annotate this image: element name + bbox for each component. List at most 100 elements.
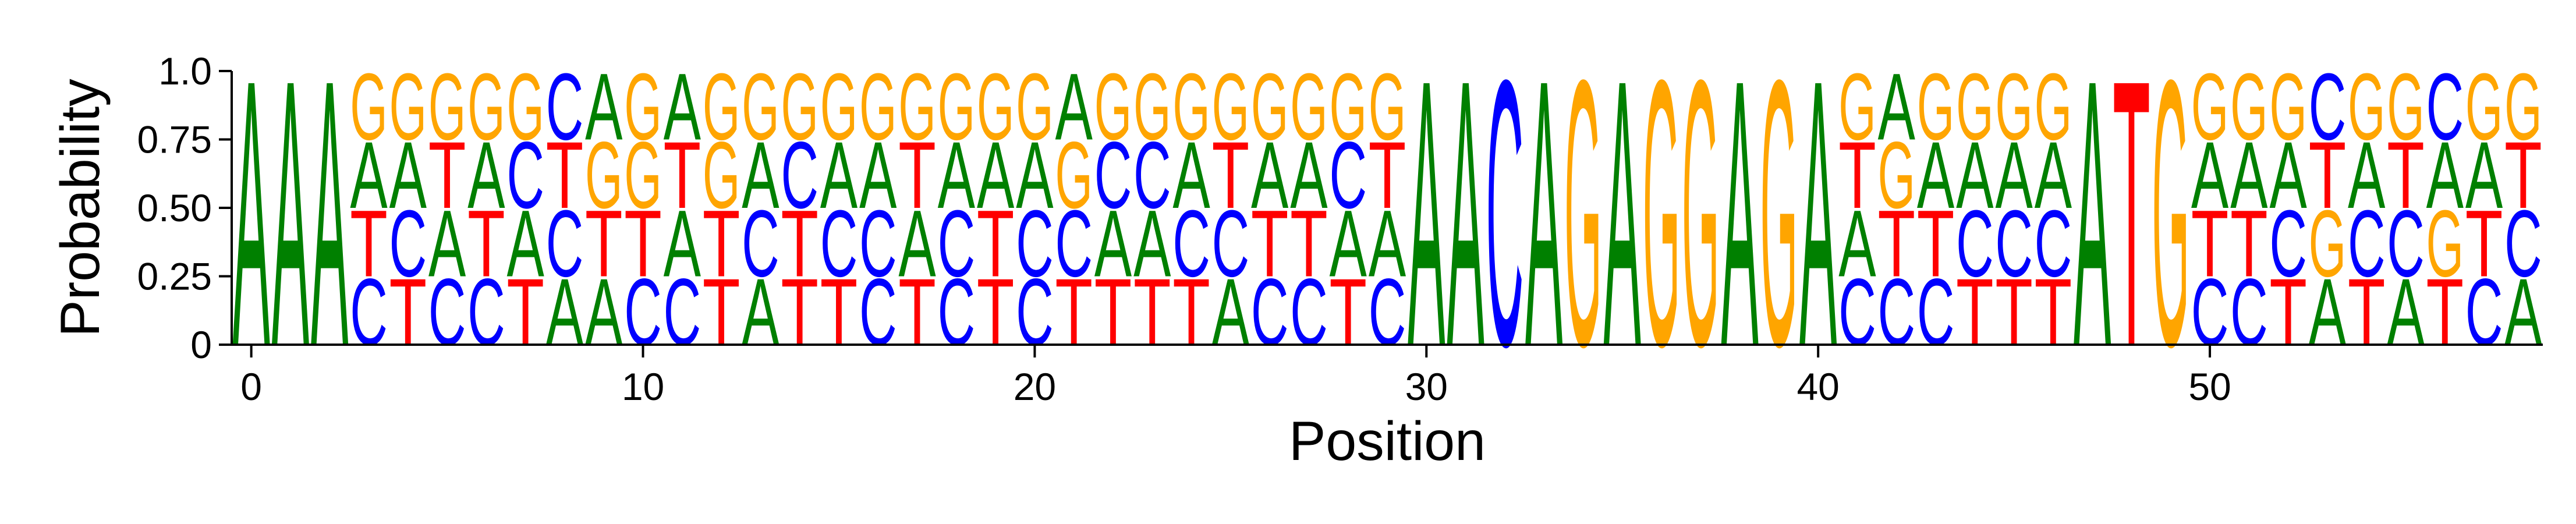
letter-G-pos-22: G xyxy=(1094,54,1132,160)
letter-A-pos-46: A xyxy=(2035,123,2072,228)
letter-T-pos-3: T xyxy=(350,192,388,298)
letter-T-pos-43: T xyxy=(1917,192,1955,298)
letter-T-pos-21: T xyxy=(1055,260,1093,366)
letter-C-pos-15: C xyxy=(820,190,858,296)
x-axis-title: Position xyxy=(1289,410,1486,472)
letter-A-pos-50: A xyxy=(2191,123,2229,228)
letter-T-pos-17: T xyxy=(898,260,936,366)
x-tick-label: 40 xyxy=(1797,365,1839,408)
letter-A-pos-25: A xyxy=(1212,260,1250,365)
x-tick-label: 20 xyxy=(1014,365,1056,408)
letter-G-pos-17: G xyxy=(898,54,936,160)
letter-C-pos-4: C xyxy=(389,190,427,296)
letter-G-pos-12: G xyxy=(703,54,740,160)
letter-A-pos-18: A xyxy=(938,123,976,228)
letter-G-pos-26: G xyxy=(1251,54,1289,160)
letter-G-pos-10: G xyxy=(624,123,662,229)
letter-A-pos-11: A xyxy=(664,54,701,160)
letter-G-pos-45: G xyxy=(1995,54,2033,160)
letter-C-pos-41: C xyxy=(1838,259,1876,364)
y-tick-label: 1.0 xyxy=(158,49,212,93)
letter-C-pos-45: C xyxy=(1995,190,2033,296)
letter-T-pos-14: T xyxy=(781,192,818,298)
letter-A-pos-42: A xyxy=(1878,54,1916,160)
letter-A-pos-22: A xyxy=(1094,191,1132,296)
letter-T-pos-41: T xyxy=(1838,123,1876,229)
letter-A-pos-21: A xyxy=(1055,54,1093,160)
letter-T-pos-55: T xyxy=(2387,123,2425,229)
letter-C-pos-22: C xyxy=(1094,122,1132,228)
letter-G-pos-55: G xyxy=(2387,54,2425,160)
letter-G-pos-7: G xyxy=(506,54,544,160)
letter-A-pos-26: A xyxy=(1251,123,1289,228)
letter-T-pos-23: T xyxy=(1133,260,1171,366)
x-tick-label: 0 xyxy=(240,365,262,408)
letter-C-pos-18: C xyxy=(938,190,976,296)
letter-A-pos-9: A xyxy=(585,260,623,365)
letter-C-pos-53: C xyxy=(2309,54,2347,160)
letter-A-pos-19: A xyxy=(977,123,1015,228)
letter-A-pos-58: A xyxy=(2504,260,2542,365)
letter-G-pos-58: G xyxy=(2504,54,2542,160)
letter-T-pos-22: T xyxy=(1094,260,1132,366)
letter-A-pos-27: A xyxy=(1290,123,1328,228)
letter-T-pos-26: T xyxy=(1251,192,1289,298)
letter-T-pos-14: T xyxy=(781,260,818,366)
letter-A-pos-44: A xyxy=(1956,123,1994,228)
letter-stacks: A A A CTAGTCAGCATGCTAGTACGACTCATGACTGGCATAT… xyxy=(232,1,2542,426)
letter-G-pos-16: G xyxy=(859,54,897,160)
letter-C-pos-29: C xyxy=(1369,259,1406,364)
letter-A-pos-7: A xyxy=(507,191,545,296)
letter-A-pos-40: A xyxy=(1799,1,1837,426)
letter-A-pos-20: A xyxy=(1016,123,1054,228)
letter-C-pos-44: C xyxy=(1956,190,1994,296)
y-tick-label: 0.50 xyxy=(137,186,212,229)
letter-G-pos-43: G xyxy=(1917,54,1955,160)
letter-A-pos-3: A xyxy=(350,123,388,228)
letter-C-pos-21: C xyxy=(1055,190,1093,296)
letter-T-pos-52: T xyxy=(2269,260,2307,366)
letter-A-pos-52: A xyxy=(2269,123,2307,228)
letter-A-pos-57: A xyxy=(2465,123,2503,228)
y-ticks: 0 0.25 0.50 0.75 1.0 xyxy=(137,49,232,366)
letter-G-pos-10: G xyxy=(624,54,662,160)
letter-C-pos-3: C xyxy=(350,259,388,364)
letter-T-pos-45: T xyxy=(1995,260,2033,366)
letter-C-pos-46: C xyxy=(2035,190,2072,296)
letter-A-pos-35: A xyxy=(1604,1,1642,426)
letter-A-pos-16: A xyxy=(859,123,897,228)
letter-A-pos-47: A xyxy=(2074,1,2111,426)
letter-C-pos-54: C xyxy=(2348,190,2386,296)
letter-T-pos-8: T xyxy=(546,123,584,229)
letter-G-pos-37: G xyxy=(1682,1,1720,426)
letter-A-pos-28: A xyxy=(1330,191,1367,296)
x-tick-label: 30 xyxy=(1405,365,1448,408)
letter-T-pos-7: T xyxy=(506,260,544,366)
letter-A-pos-53: A xyxy=(2309,260,2347,365)
letter-C-pos-42: C xyxy=(1877,259,1915,364)
letter-A-pos-13: A xyxy=(742,123,779,228)
letter-G-pos-13: G xyxy=(742,54,779,160)
letter-T-pos-17: T xyxy=(898,123,936,229)
letter-T-pos-12: T xyxy=(703,260,740,366)
letter-T-pos-58: T xyxy=(2504,123,2542,229)
axes: 0 0.25 0.50 0.75 1.0 0 10 20 30 40 50 xyxy=(137,49,2543,408)
letter-T-pos-15: T xyxy=(820,260,858,366)
letter-G-pos-27: G xyxy=(1290,54,1328,160)
letter-A-pos-38: A xyxy=(1721,1,1759,426)
letter-T-pos-5: T xyxy=(428,123,466,229)
letter-A-pos-0: A xyxy=(232,1,270,426)
letter-T-pos-29: T xyxy=(1369,123,1406,229)
letter-A-pos-8: A xyxy=(546,260,584,365)
letter-G-pos-14: G xyxy=(781,54,818,160)
letter-G-pos-28: G xyxy=(1329,54,1367,160)
letter-C-pos-5: C xyxy=(428,259,466,364)
letter-G-pos-44: G xyxy=(1956,54,1994,160)
letter-C-pos-28: C xyxy=(1329,122,1367,228)
letter-G-pos-52: G xyxy=(2269,54,2307,160)
y-axis-title: Probability xyxy=(49,79,111,337)
letter-A-pos-13: A xyxy=(742,260,779,365)
letter-T-pos-46: T xyxy=(2035,260,2072,366)
letter-T-pos-24: T xyxy=(1172,260,1210,366)
